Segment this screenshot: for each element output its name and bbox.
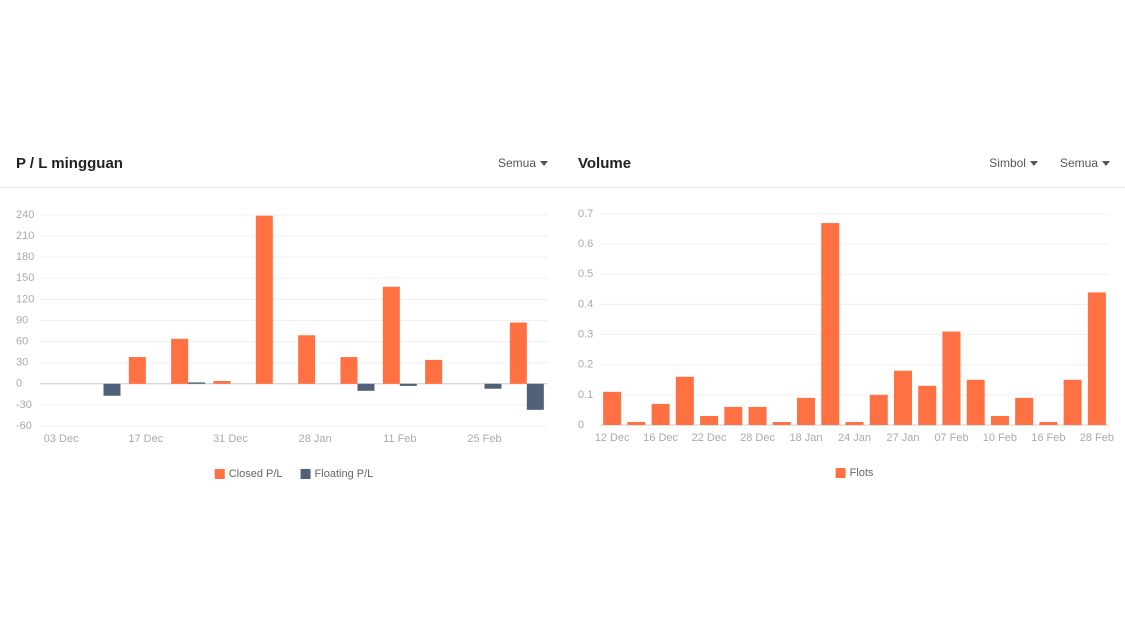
bar	[298, 335, 316, 384]
y-tick-label: 0	[578, 419, 584, 431]
y-tick-label: 0.3	[578, 328, 593, 340]
bar	[845, 421, 864, 425]
y-tick-label: -60	[16, 420, 32, 432]
legend-swatch	[835, 468, 846, 478]
bar	[1063, 379, 1082, 425]
y-tick-label: 120	[16, 293, 34, 305]
bar	[425, 359, 443, 384]
bar	[1015, 397, 1034, 425]
dropdown-arrow	[1029, 161, 1038, 166]
bar	[399, 383, 417, 386]
dropdown-arrow	[1102, 161, 1110, 166]
y-tick-label: 90	[16, 314, 28, 326]
bar	[627, 421, 646, 425]
x-tick-label: 31 Dec	[213, 433, 248, 445]
bar	[942, 331, 961, 425]
y-tick-label: 180	[16, 251, 34, 263]
bar	[869, 394, 888, 425]
x-tick-label: 28 Dec	[740, 432, 775, 444]
bar	[918, 385, 937, 425]
x-tick-label: 18 Jan	[790, 432, 823, 444]
bar	[748, 406, 767, 425]
bar	[1039, 421, 1058, 425]
legend-label: Floating P/L	[315, 468, 374, 480]
x-tick-label: 28 Feb	[1080, 432, 1114, 444]
y-tick-label: 210	[16, 230, 34, 242]
x-tick-label: 24 Jan	[838, 432, 871, 444]
bar	[700, 415, 719, 425]
bar	[128, 357, 146, 384]
x-tick-label: 28 Jan	[299, 433, 332, 445]
bar	[484, 383, 502, 389]
y-tick-label: 150	[16, 272, 34, 284]
y-tick-label: 0.5	[578, 268, 593, 280]
chart-title: Volume	[578, 155, 631, 172]
x-tick-label: 27 Jan	[886, 432, 919, 444]
bar	[255, 215, 273, 384]
y-tick-label: 0.4	[578, 298, 593, 310]
filter-dropdown[interactable]: Simbol	[989, 156, 1026, 170]
y-tick-label: 60	[16, 336, 28, 348]
legend: Flots	[835, 467, 874, 479]
y-tick-label: 0.7	[578, 208, 593, 220]
x-tick-label: 16 Feb	[1031, 432, 1065, 444]
y-tick-label: 30	[16, 357, 28, 369]
chart-title: P / L mingguan	[16, 155, 123, 172]
bar	[651, 403, 670, 425]
bar	[382, 286, 400, 384]
y-tick-label: 240	[16, 209, 34, 221]
bar	[797, 397, 816, 425]
x-tick-label: 10 Feb	[983, 432, 1017, 444]
dropdown-arrow	[540, 161, 548, 166]
bar	[213, 380, 231, 384]
bar	[103, 383, 121, 396]
x-tick-label: 03 Dec	[44, 433, 79, 445]
y-tick-label: 0.6	[578, 238, 593, 250]
y-tick-label: 0.2	[578, 359, 593, 371]
y-tick-label: 0	[16, 378, 22, 390]
bar	[526, 383, 544, 410]
bar	[772, 421, 791, 425]
bar	[821, 223, 840, 425]
bar	[603, 391, 622, 425]
bar	[1087, 292, 1106, 425]
x-tick-label: 12 Dec	[595, 432, 630, 444]
x-tick-label: 16 Dec	[643, 432, 678, 444]
legend: Closed P/L Floating P/L	[214, 468, 374, 480]
bar	[188, 382, 206, 384]
legend-swatch	[300, 469, 311, 479]
bar	[724, 406, 743, 425]
legend-swatch	[214, 469, 225, 479]
x-tick-label: 17 Dec	[128, 433, 163, 445]
bar	[509, 322, 527, 384]
bar	[966, 379, 985, 425]
y-tick-label: -30	[16, 399, 32, 411]
x-tick-label: 25 Feb	[467, 433, 501, 445]
bar	[171, 338, 189, 384]
bar	[340, 357, 358, 384]
x-tick-label: 07 Feb	[934, 432, 968, 444]
x-tick-label: 22 Dec	[692, 432, 727, 444]
filter-dropdown[interactable]: Semua	[498, 156, 536, 170]
filter-dropdown[interactable]: Semua	[1060, 156, 1098, 170]
legend-label: Closed P/L	[229, 468, 283, 480]
bar	[893, 370, 912, 425]
x-tick-label: 11 Feb	[383, 433, 416, 445]
legend-label: Flots	[850, 467, 874, 479]
bar	[357, 383, 375, 391]
y-tick-label: 0.1	[578, 389, 593, 401]
bar	[675, 376, 694, 425]
bar	[990, 415, 1009, 425]
